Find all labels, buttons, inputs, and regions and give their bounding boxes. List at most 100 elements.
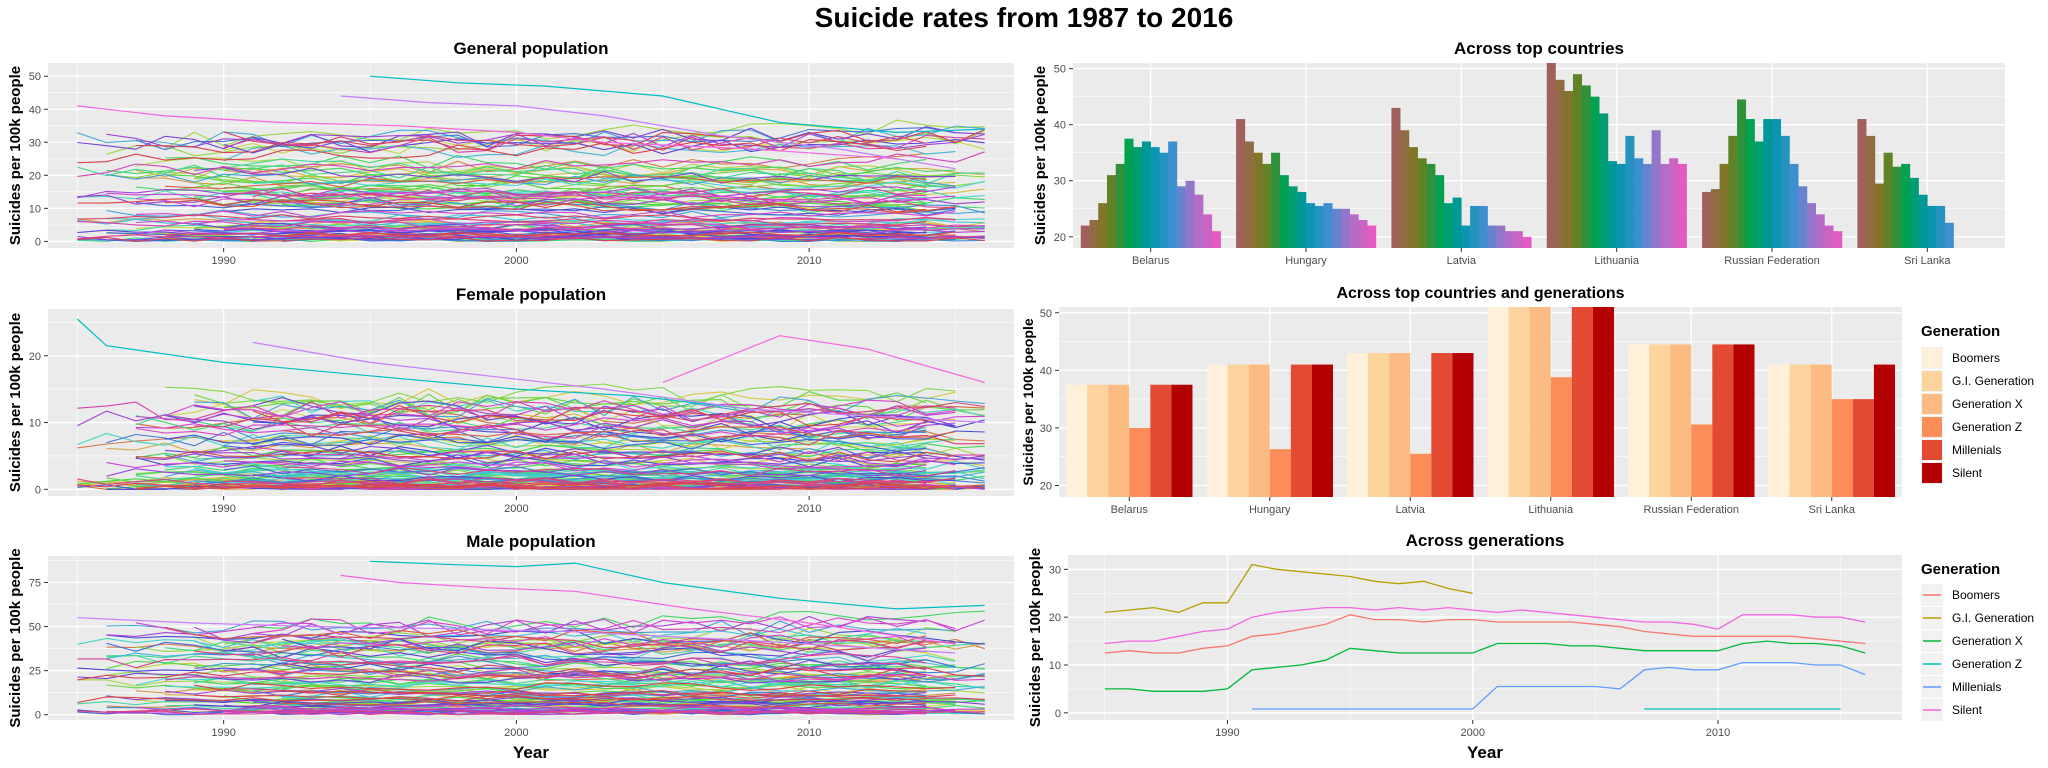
bar bbox=[1452, 197, 1462, 248]
panel-background bbox=[1073, 63, 2005, 248]
y-tick-label: 20 bbox=[29, 170, 41, 182]
bar bbox=[1513, 231, 1523, 248]
bar bbox=[1470, 205, 1480, 248]
figure-title: Suicide rates from 1987 to 2016 bbox=[814, 2, 1234, 33]
country-series-line bbox=[77, 617, 956, 654]
x-tick-label: 2010 bbox=[797, 503, 821, 515]
bar bbox=[1271, 152, 1281, 248]
country-series-line bbox=[252, 617, 956, 635]
bar bbox=[1780, 135, 1790, 248]
bar bbox=[1798, 186, 1808, 248]
y-tick-label: 30 bbox=[1054, 176, 1066, 188]
y-tick-label: 50 bbox=[29, 71, 41, 83]
generation-series-line bbox=[1104, 563, 1473, 614]
legend-label: Silent bbox=[1952, 703, 1983, 717]
bar bbox=[1108, 384, 1130, 497]
x-tick-label: Russian Federation bbox=[1724, 255, 1819, 267]
country-series-line bbox=[662, 335, 985, 384]
country-series-line bbox=[106, 641, 956, 668]
bar bbox=[1349, 214, 1359, 248]
bar bbox=[1340, 208, 1350, 248]
country-series-line bbox=[281, 391, 927, 416]
legend-title: Generation bbox=[1921, 323, 2000, 340]
bar bbox=[1248, 364, 1270, 497]
bar bbox=[1496, 225, 1506, 248]
country-series-line bbox=[77, 220, 985, 231]
bar bbox=[1572, 74, 1583, 248]
bar bbox=[1461, 225, 1471, 248]
bar bbox=[1824, 225, 1834, 248]
country-series-line bbox=[252, 341, 985, 424]
bar bbox=[1106, 175, 1117, 248]
bar bbox=[1710, 189, 1720, 248]
bar bbox=[1306, 203, 1316, 248]
country-series-line bbox=[194, 166, 956, 184]
bar bbox=[1176, 186, 1186, 248]
bar bbox=[1745, 119, 1755, 248]
country-series-line bbox=[340, 574, 956, 645]
country-series-line bbox=[194, 397, 956, 427]
panel-title: Female population bbox=[456, 285, 606, 304]
bar bbox=[1133, 147, 1143, 248]
bar bbox=[1452, 353, 1474, 497]
country-series-line bbox=[340, 95, 956, 170]
bar bbox=[1873, 364, 1895, 497]
country-series-line bbox=[106, 710, 985, 716]
country-series-line bbox=[106, 641, 985, 659]
bar bbox=[1311, 364, 1333, 497]
country-series-line bbox=[135, 403, 956, 423]
bar bbox=[1634, 158, 1644, 248]
bar bbox=[1203, 214, 1213, 248]
generation-series-line bbox=[1104, 640, 1866, 692]
country-series-line bbox=[194, 450, 985, 466]
y-tick-label: 20 bbox=[29, 351, 41, 363]
bar bbox=[1297, 191, 1307, 248]
bar bbox=[1262, 163, 1272, 248]
y-tick-label: 10 bbox=[1049, 660, 1061, 672]
bar bbox=[1702, 191, 1712, 248]
bar bbox=[1391, 107, 1401, 249]
bar bbox=[1763, 119, 1773, 248]
country-series-line bbox=[223, 158, 927, 182]
bar bbox=[1408, 147, 1418, 248]
y-axis-label: Suicides per 100k people bbox=[7, 66, 24, 245]
bar bbox=[1944, 222, 1954, 248]
bar bbox=[1332, 208, 1342, 248]
x-tick-label: 1990 bbox=[1215, 727, 1239, 739]
panel-title: Male population bbox=[466, 532, 595, 551]
country-series-line bbox=[77, 198, 927, 213]
bar bbox=[1677, 163, 1687, 248]
bar bbox=[1691, 424, 1713, 497]
legend: Generation Boomers G.I. Generation Generati… bbox=[1921, 323, 2034, 484]
country-series-line bbox=[165, 679, 927, 690]
legend-label: Generation Z bbox=[1952, 420, 2022, 434]
country-series-line bbox=[282, 476, 956, 485]
bar bbox=[1358, 219, 1368, 248]
bar bbox=[1810, 364, 1832, 497]
bar bbox=[1892, 166, 1902, 248]
country-series-line bbox=[135, 128, 985, 154]
country-series-line bbox=[77, 637, 956, 662]
country-series-line bbox=[165, 673, 927, 682]
bar bbox=[1831, 399, 1853, 497]
country-series-line bbox=[252, 187, 956, 209]
y-axis-label: Suicides per 100k people bbox=[1020, 318, 1036, 486]
bar bbox=[1789, 364, 1811, 497]
bar bbox=[1435, 175, 1445, 248]
legend-label: Generation Z bbox=[1952, 657, 2022, 671]
country-series-line bbox=[223, 438, 927, 452]
bar bbox=[1347, 353, 1369, 497]
bar bbox=[1290, 364, 1312, 497]
country-series-line bbox=[135, 483, 985, 490]
bar bbox=[1651, 130, 1661, 248]
country-series-line bbox=[252, 404, 927, 427]
country-series-line bbox=[135, 636, 927, 654]
legend-title: Generation bbox=[1921, 561, 2000, 578]
bar bbox=[1236, 119, 1246, 248]
x-tick-label: 2000 bbox=[504, 255, 528, 267]
country-series-line bbox=[252, 446, 985, 464]
bar bbox=[1367, 225, 1377, 248]
bar bbox=[1866, 135, 1876, 248]
country-series-line bbox=[106, 620, 956, 637]
bar bbox=[1066, 384, 1088, 497]
